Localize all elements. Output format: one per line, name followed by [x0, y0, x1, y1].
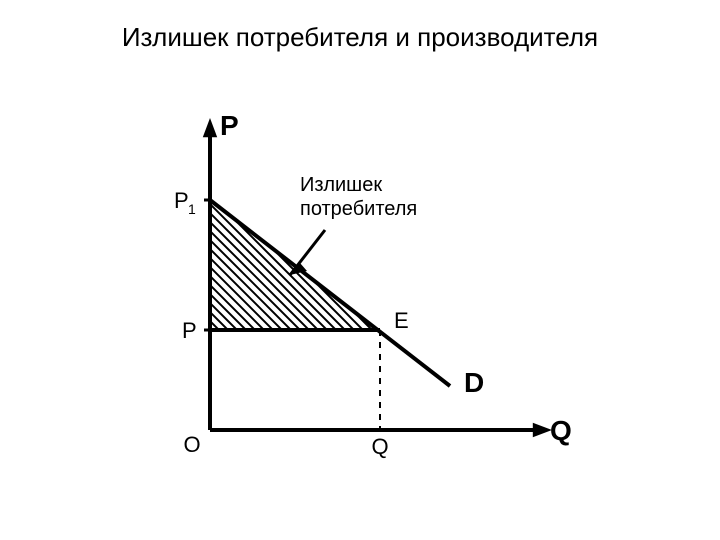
d-label: D [464, 367, 484, 398]
origin-label: O [183, 432, 200, 457]
surplus-chart: PQOP1PQEDИзлишекпотребителя [140, 90, 580, 490]
annotation-line1: Излишек [300, 174, 382, 196]
p-label: P [182, 318, 197, 343]
page-title: Излишек потребителя и производителя [0, 22, 720, 53]
q-label: Q [371, 434, 388, 459]
p1-label: P [174, 188, 189, 213]
axis-label-p: P [220, 110, 239, 141]
annotation-line2: потребителя [300, 198, 417, 220]
e-label: E [394, 308, 409, 333]
axis-label-q: Q [550, 415, 572, 446]
p1-subscript: 1 [188, 201, 196, 217]
